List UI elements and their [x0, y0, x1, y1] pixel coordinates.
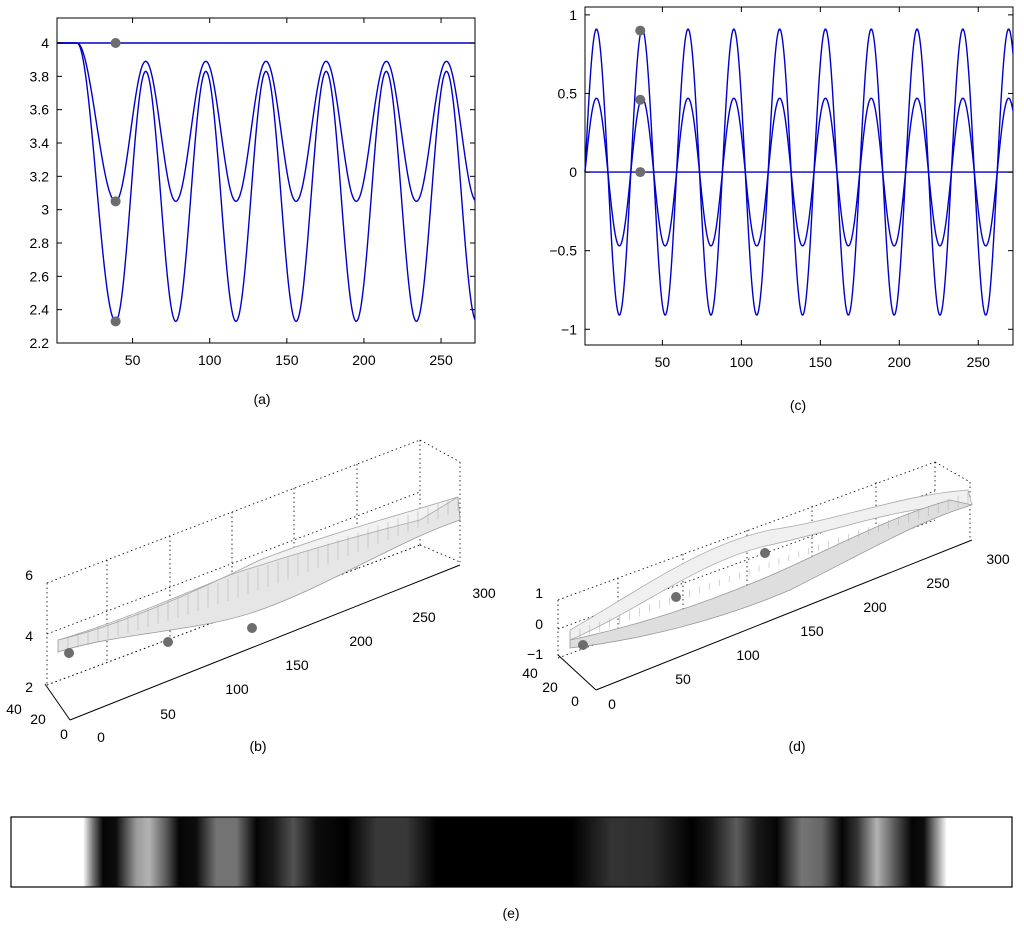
panel-c-series-line	[584, 28, 1014, 316]
panel-a-y-tick-label: 3.6	[30, 102, 50, 118]
panel-a-y-tick-label: 3.4	[30, 135, 50, 151]
panel-a-x-tick-label: 100	[198, 352, 222, 368]
panel-a-caption: (a)	[253, 391, 270, 407]
panel-b-surface: 0 50 100 150 200 250 300 0 20 402 4 6 (b)	[6, 439, 496, 754]
panel-d-marker	[760, 548, 770, 558]
panel-a-y-tick-label: 3	[41, 202, 49, 218]
panel-b-x-tick-label: 250	[412, 609, 436, 625]
panel-d-x-tick-label: 300	[986, 551, 1010, 567]
panel-a-y-tick-label: 2.8	[30, 235, 50, 251]
panel-b-box-gridlines	[46, 439, 461, 686]
panel-a-y-tick-label: 2.4	[30, 302, 50, 318]
panel-e-intensity-strip: (e)	[10, 816, 1013, 921]
panel-d-markers	[578, 548, 770, 650]
panel-b-mesh	[57, 497, 459, 654]
panel-a-y-tick-label: 2.6	[30, 268, 50, 284]
panel-c-y-tick-label: −1	[561, 321, 577, 337]
panel-c-x-tick-label: 250	[967, 354, 991, 370]
panel-c-x-tick-label: 200	[888, 354, 912, 370]
panel-a-x-tick-label: 150	[275, 352, 299, 368]
panel-d-x-tick-label: 150	[800, 623, 824, 639]
panel-b-x-tick-label: 100	[225, 681, 249, 697]
panel-d-surface-lower	[569, 499, 973, 649]
panel-b-x-tick-label: 150	[285, 657, 309, 673]
panel-c-marker	[635, 94, 646, 105]
panel-b-marker	[64, 648, 74, 658]
panel-c-line-chart: 50 100 150 200 250 −1 −0.5 0 0.5 1 (c)	[549, 6, 1014, 413]
panel-b-x-tick-label: 50	[160, 706, 176, 722]
panel-d-marker	[671, 592, 681, 602]
panel-d-caption: (d)	[788, 738, 805, 754]
panel-a-axes-box	[56, 17, 476, 344]
panel-a-x-tick-label: 200	[352, 352, 376, 368]
panel-b-caption: (b)	[249, 738, 266, 754]
panel-c-axes-box	[584, 6, 1014, 346]
panel-d-z-tick-label: 1	[535, 585, 543, 601]
panel-a-line-chart: 50 100 150 200 250 2.2 2.4 2.6 2.8 3 3.2 3.4 3.6 3.8…	[30, 17, 476, 407]
panel-d-axes	[557, 539, 973, 691]
panel-c-marker	[635, 25, 646, 36]
panel-d-x-tick-label: 200	[863, 599, 887, 615]
panel-b-y-tick-label: 20	[30, 711, 46, 727]
panel-c-series-line	[584, 97, 1014, 247]
panel-b-x-tick-label: 0	[97, 729, 105, 745]
panel-d-surface-upper	[569, 489, 973, 641]
panel-b-axes	[44, 564, 461, 721]
panel-a-y-tick-label: 4	[41, 35, 49, 51]
panel-c-y-tick-label: 0.5	[558, 85, 578, 101]
panel-d-x-tick-label: 100	[736, 647, 760, 663]
panel-a-series-line	[57, 42, 476, 203]
panel-d-x-tick-label: 0	[608, 696, 616, 712]
panel-b-marker	[247, 623, 257, 633]
panel-e-strip	[10, 816, 1013, 888]
panel-d-y-tick-label: 40	[522, 665, 538, 681]
panel-e-caption: (e)	[502, 905, 519, 921]
panel-d-z-tick-label: −1	[527, 646, 543, 662]
panel-c-y-tick-label: −0.5	[549, 243, 577, 259]
panel-a-y-tick-label: 2.2	[30, 335, 50, 351]
panel-c-marker	[635, 167, 646, 178]
panel-c-x-tick-label: 50	[655, 354, 671, 370]
panel-d-marker	[578, 640, 588, 650]
panel-d-x-tick-label: 250	[926, 575, 950, 591]
panel-b-z-tick-label: 6	[25, 567, 33, 583]
panel-a-x-tick-label: 250	[429, 352, 453, 368]
panel-c-x-tick-label: 100	[730, 354, 754, 370]
panel-c-x-tick-label: 150	[809, 354, 833, 370]
panel-d-z-tick-label: 0	[535, 616, 543, 632]
panel-a-series-line	[57, 42, 476, 323]
panel-a-x-tick-label: 50	[125, 352, 141, 368]
panel-a-y-tick-label: 3.2	[30, 168, 50, 184]
panel-b-y-tick-label: 0	[60, 726, 68, 742]
panel-b-markers	[64, 623, 257, 658]
panel-d-mesh	[569, 492, 969, 644]
panel-d-y-tick-label: 0	[571, 693, 579, 709]
panel-b-marker	[163, 637, 173, 647]
panel-b-y-tick-label: 40	[6, 701, 22, 717]
panel-d-y-tick-label: 20	[542, 679, 558, 695]
panel-c-y-tick-label: 1	[569, 7, 577, 23]
panel-b-x-tick-label: 200	[349, 633, 373, 649]
panel-b-z-tick-label: 4	[25, 628, 33, 644]
panel-b-x-tick-label: 300	[472, 585, 496, 601]
panel-a-marker	[110, 316, 121, 327]
panel-b-z-tick-label: 2	[25, 679, 33, 695]
panel-a-y-tick-label: 3.8	[30, 68, 50, 84]
panel-a-marker	[110, 38, 121, 48]
panel-c-caption: (c)	[790, 397, 806, 413]
panel-c-y-tick-label: 0	[569, 164, 577, 180]
panel-d-x-tick-label: 50	[675, 671, 691, 687]
panel-a-marker	[110, 196, 121, 207]
